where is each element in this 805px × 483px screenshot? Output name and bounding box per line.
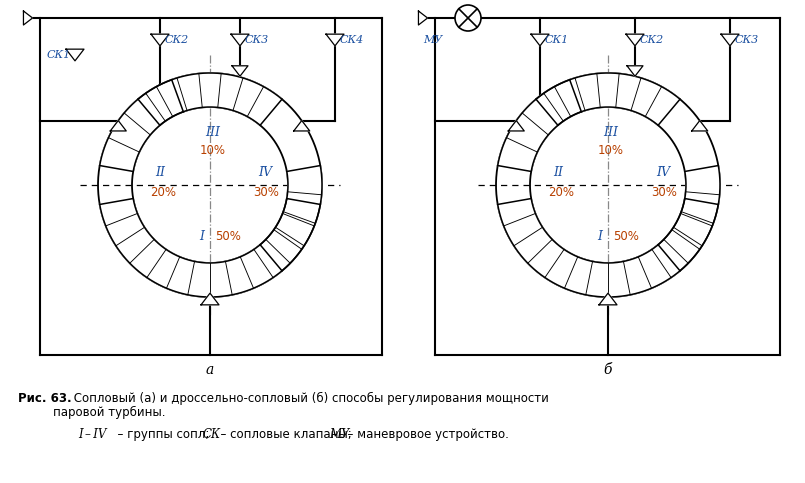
Text: б: б (604, 363, 613, 377)
Polygon shape (151, 34, 169, 46)
Polygon shape (419, 11, 427, 25)
Polygon shape (531, 34, 549, 46)
Polygon shape (100, 80, 184, 171)
Text: 20%: 20% (548, 186, 574, 199)
Text: СК1: СК1 (47, 50, 71, 60)
Text: 10%: 10% (200, 143, 226, 156)
Text: СК3: СК3 (245, 35, 269, 45)
Text: МУ: МУ (423, 35, 443, 45)
Polygon shape (201, 293, 219, 305)
Polygon shape (691, 121, 708, 131)
Text: 20%: 20% (150, 186, 176, 199)
Text: СК: СК (202, 428, 221, 441)
Polygon shape (721, 34, 739, 46)
Text: – группы сопл;: – группы сопл; (110, 428, 221, 441)
Text: Рис. 63.: Рис. 63. (18, 392, 72, 405)
Circle shape (455, 5, 481, 31)
Text: 30%: 30% (253, 186, 279, 199)
Polygon shape (138, 73, 282, 125)
Polygon shape (536, 73, 680, 125)
Polygon shape (232, 66, 248, 76)
Polygon shape (294, 121, 310, 131)
Text: II: II (155, 167, 165, 180)
Text: – сопловые клапаны;: – сопловые клапаны; (213, 428, 363, 441)
Text: паровой турбины.: паровой турбины. (53, 406, 166, 419)
Polygon shape (599, 293, 617, 305)
Text: 30%: 30% (651, 186, 677, 199)
Text: СК1: СК1 (545, 35, 569, 45)
Polygon shape (260, 166, 322, 271)
Text: – маневровое устройство.: – маневровое устройство. (340, 428, 509, 441)
Text: II: II (553, 167, 563, 180)
Polygon shape (658, 166, 720, 271)
Text: 10%: 10% (598, 143, 624, 156)
Text: СК2: СК2 (165, 35, 189, 45)
Polygon shape (626, 34, 644, 46)
Text: Сопловый (а) и дроссельно-сопловый (б) способы регулирования мощности: Сопловый (а) и дроссельно-сопловый (б) с… (70, 392, 549, 405)
Text: 50%: 50% (215, 230, 241, 243)
Polygon shape (326, 34, 344, 46)
Text: I – IV: I – IV (78, 428, 106, 441)
Text: 50%: 50% (613, 230, 639, 243)
Text: III: III (604, 127, 618, 140)
Text: I: I (200, 230, 204, 243)
Text: I: I (597, 230, 602, 243)
Text: МУ: МУ (329, 428, 349, 441)
Polygon shape (497, 80, 581, 171)
Polygon shape (508, 121, 524, 131)
Text: СК2: СК2 (640, 35, 664, 45)
Polygon shape (66, 49, 84, 61)
Polygon shape (110, 121, 126, 131)
Polygon shape (231, 34, 249, 46)
Polygon shape (627, 66, 643, 76)
Polygon shape (100, 199, 320, 297)
Text: СК4: СК4 (340, 35, 364, 45)
Text: СК3: СК3 (735, 35, 759, 45)
Text: а: а (206, 363, 214, 377)
Text: IV: IV (258, 167, 272, 180)
Text: III: III (205, 127, 221, 140)
Polygon shape (497, 199, 718, 297)
Polygon shape (23, 11, 32, 25)
Text: IV: IV (656, 167, 670, 180)
